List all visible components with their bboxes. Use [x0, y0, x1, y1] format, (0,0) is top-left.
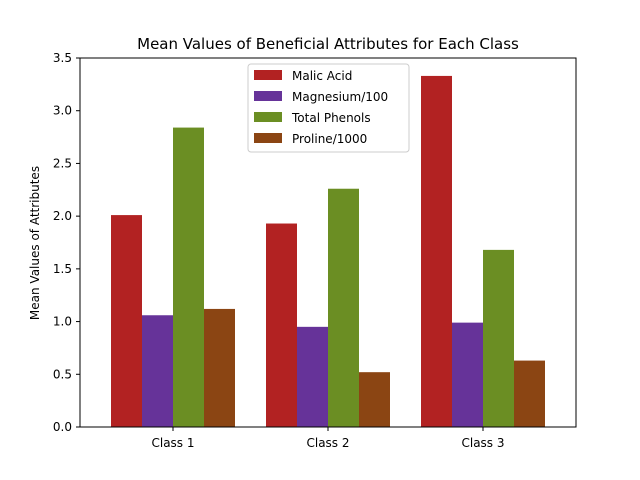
y-tick-label: 0.5 — [53, 367, 72, 381]
bar-magnesium-100-class-1 — [142, 315, 173, 427]
bar-malic-acid-class-1 — [111, 215, 142, 427]
legend-swatch — [254, 91, 282, 101]
y-axis-label: Mean Values of Attributes — [28, 166, 42, 320]
legend-swatch — [254, 112, 282, 122]
y-tick-label: 2.5 — [53, 156, 72, 170]
legend-label: Proline/1000 — [292, 132, 367, 146]
legend-label: Malic Acid — [292, 69, 352, 83]
bar-malic-acid-class-2 — [266, 223, 297, 427]
bar-proline-1000-class-3 — [514, 360, 545, 427]
y-tick-label: 3.5 — [53, 51, 72, 65]
y-tick-label: 0.0 — [53, 420, 72, 434]
bar-magnesium-100-class-2 — [297, 326, 328, 427]
bar-total-phenols-class-1 — [173, 127, 204, 427]
bar-total-phenols-class-3 — [483, 249, 514, 427]
legend: Malic Acid Magnesium/100 Total Phenols Prol… — [247, 63, 410, 153]
bars-group — [111, 75, 545, 428]
x-tick-label: Class 2 — [306, 436, 349, 450]
x-tick-label: Class 1 — [151, 436, 194, 450]
legend-swatch — [254, 70, 282, 80]
legend-box — [247, 63, 410, 153]
bar-magnesium-100-class-3 — [452, 322, 483, 427]
y-tick-label: 3.0 — [53, 104, 72, 118]
y-tick-label: 1.5 — [53, 262, 72, 276]
axes-group: 0.0 0.5 1.0 1.5 2.0 2.5 3.0 3.5 Class 1 Class 2 Cl… — [53, 51, 577, 450]
legend-swatch — [254, 133, 282, 143]
bar-malic-acid-class-3 — [421, 75, 452, 428]
bar-total-phenols-class-2 — [328, 188, 359, 427]
legend-label: Magnesium/100 — [292, 90, 388, 104]
bar-proline-1000-class-2 — [359, 372, 390, 427]
chart-title: Mean Values of Beneficial Attributes for… — [137, 35, 519, 53]
x-tick-label: Class 3 — [461, 436, 504, 450]
legend-label: Total Phenols — [291, 111, 371, 125]
y-tick-label: 1.0 — [53, 315, 72, 329]
y-tick-label: 2.0 — [53, 209, 72, 223]
bar-proline-1000-class-1 — [204, 308, 235, 427]
